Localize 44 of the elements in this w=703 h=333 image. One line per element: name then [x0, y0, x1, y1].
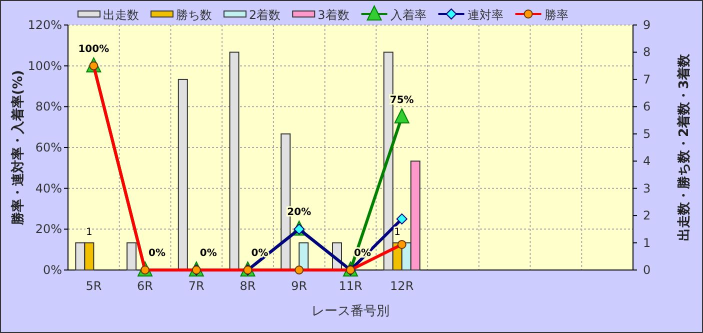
point — [394, 108, 410, 124]
y-tick-label: 100% — [28, 58, 62, 73]
data-label: 0% — [148, 248, 166, 259]
y2-tick-label: 3 — [643, 181, 651, 196]
y2-tick-label: 6 — [643, 100, 651, 114]
y2-axis-title: 出走数・勝ち数・2着数・3着数 — [676, 52, 692, 242]
x-tick-label: 11R — [338, 279, 362, 293]
legend-label: 連対率 — [467, 8, 504, 22]
y2-tick-label: 1 — [643, 236, 651, 250]
y-tick-label: 60% — [35, 140, 62, 154]
legend-label: 3着数 — [318, 8, 350, 22]
y2-tick-label: 7 — [643, 72, 651, 86]
y2-tick-label: 2 — [643, 208, 651, 223]
x-tick-label: 9R — [291, 279, 308, 293]
y2-tick-label: 5 — [643, 126, 651, 141]
y-axis-title: 勝率・連対率・入着率(%) — [10, 70, 26, 226]
y2-tick-label: 8 — [643, 45, 651, 60]
data-label: 0% — [200, 248, 217, 259]
data-label: 1 — [86, 226, 92, 238]
data-label: 1 — [394, 226, 401, 238]
legend-label: 2着数 — [249, 8, 281, 22]
legend-label: 勝率 — [544, 8, 568, 22]
x-tick-label: 6R — [137, 279, 154, 293]
legend-label: 出走数 — [103, 8, 139, 22]
x-tick-label: 8R — [240, 279, 256, 293]
point — [396, 213, 408, 224]
bar — [229, 52, 240, 270]
x-tick-label: 5R — [86, 279, 102, 293]
x-tick-label: 7R — [188, 279, 204, 293]
data-label: 100% — [78, 44, 110, 55]
y-tick-label: 40% — [35, 181, 62, 196]
bar — [126, 242, 137, 270]
y-tick-label: 0% — [42, 263, 62, 277]
legend-label: 勝ち数 — [176, 8, 212, 22]
y-tick-label: 80% — [35, 100, 62, 114]
y2-tick-label: 0 — [643, 263, 651, 277]
x-tick-label: 12R — [390, 279, 414, 293]
x-axis-title: レース番号別 — [312, 304, 390, 319]
legend-label: 入着率 — [390, 8, 426, 22]
y2-tick-label: 4 — [643, 154, 651, 168]
y-tick-label: 20% — [35, 222, 62, 236]
y2-tick-label: 9 — [643, 18, 651, 32]
bar — [178, 78, 188, 270]
y-tick-label: 120% — [28, 18, 62, 32]
